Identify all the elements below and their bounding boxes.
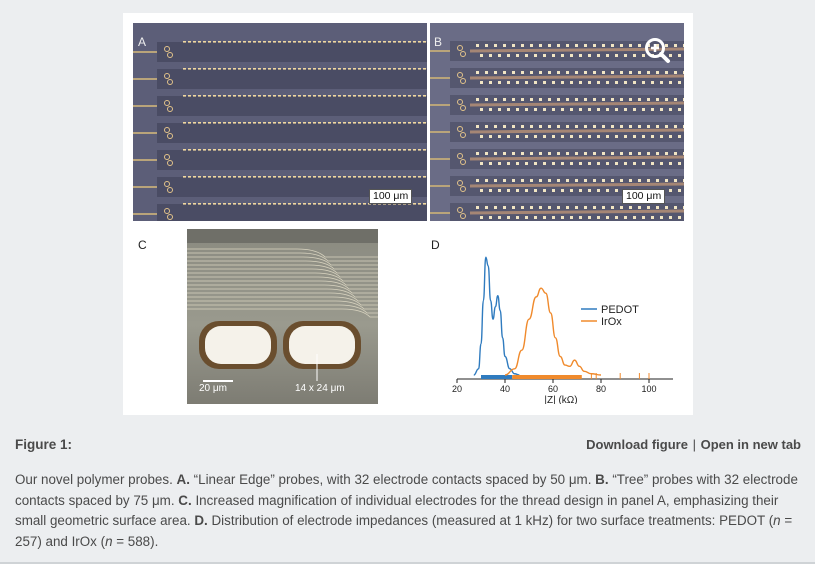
panel-c-scale-left: 20 μm (199, 383, 227, 394)
link-separator: | (692, 437, 696, 452)
figure-caption: Our novel polymer probes. A. “Linear Edg… (15, 470, 800, 552)
x-axis-label: |Z| (kΩ) (544, 395, 577, 404)
caption-intro: Our novel polymer probes. (15, 472, 173, 487)
x-tick-label: 80 (596, 384, 606, 394)
panel-b-letter: B (434, 35, 443, 49)
figure-links: Download figure | Open in new tab (586, 437, 801, 452)
panel-a-image: A 100 μm (133, 23, 427, 221)
figure-title: Figure 1: (15, 437, 73, 452)
panel-a-letter: A (138, 35, 147, 49)
panel-a-micrograph (133, 23, 427, 221)
panel-b-scale-label: 100 μm (622, 189, 666, 204)
caption-n-symbol-2: n (105, 533, 113, 549)
x-tick-label: 20 (452, 384, 462, 394)
panel-c-micrograph (187, 229, 378, 404)
probe-thread (157, 204, 427, 221)
rug-pedot (481, 375, 513, 379)
caption-c-label: C. (178, 492, 192, 508)
figure-card[interactable]: A 100 μm B 100 μm C (123, 13, 693, 415)
caption-d-text-3: = 588). (112, 533, 159, 549)
open-new-tab-link[interactable]: Open in new tab (700, 437, 801, 452)
caption-b-label: B. (595, 472, 609, 487)
figure-caption-header: Figure 1: Download figure | Open in new … (15, 437, 801, 457)
panel-c-scale-right: 14 x 24 μm (295, 383, 345, 394)
rug-irox (512, 375, 582, 379)
panel-d-letter: D (431, 238, 440, 252)
caption-a-text: “Linear Edge” probes, with 32 electrode … (193, 472, 592, 487)
caption-n-symbol-1: n (773, 513, 781, 528)
probe-thread (157, 69, 427, 89)
panel-c-letter: C (138, 238, 147, 252)
probe-thread (157, 150, 427, 170)
panel-c-image: 20 μm 14 x 24 μm (187, 229, 378, 404)
caption-d-label: D. (194, 513, 208, 528)
caption-c-text: Increased magnification of individual el… (15, 492, 779, 529)
x-tick-label: 100 (641, 384, 656, 394)
panel-a-scale-label: 100 μm (369, 189, 413, 204)
download-figure-link[interactable]: Download figure (586, 437, 688, 452)
legend-label: IrOx (601, 316, 622, 328)
probe-thread (157, 96, 427, 116)
x-tick-label: 60 (548, 384, 558, 394)
caption-d-text-2: = 257) and IrOx ( (15, 513, 793, 549)
bottom-divider (0, 562, 815, 564)
legend-label: PEDOT (601, 304, 639, 316)
density-curve-irox (504, 287, 602, 376)
zoom-in-icon[interactable] (643, 36, 671, 64)
caption-d-text-1: Distribution of electrode impedances (me… (211, 513, 774, 528)
caption-b-text: “Tree” probes with 32 electrode contacts… (15, 472, 798, 508)
probe-thread (157, 123, 427, 143)
caption-a-label: A. (176, 472, 190, 487)
x-tick-label: 40 (500, 384, 510, 394)
probe-thread (157, 42, 427, 62)
density-curve-pedot (473, 256, 520, 376)
probe-thread (157, 177, 427, 197)
